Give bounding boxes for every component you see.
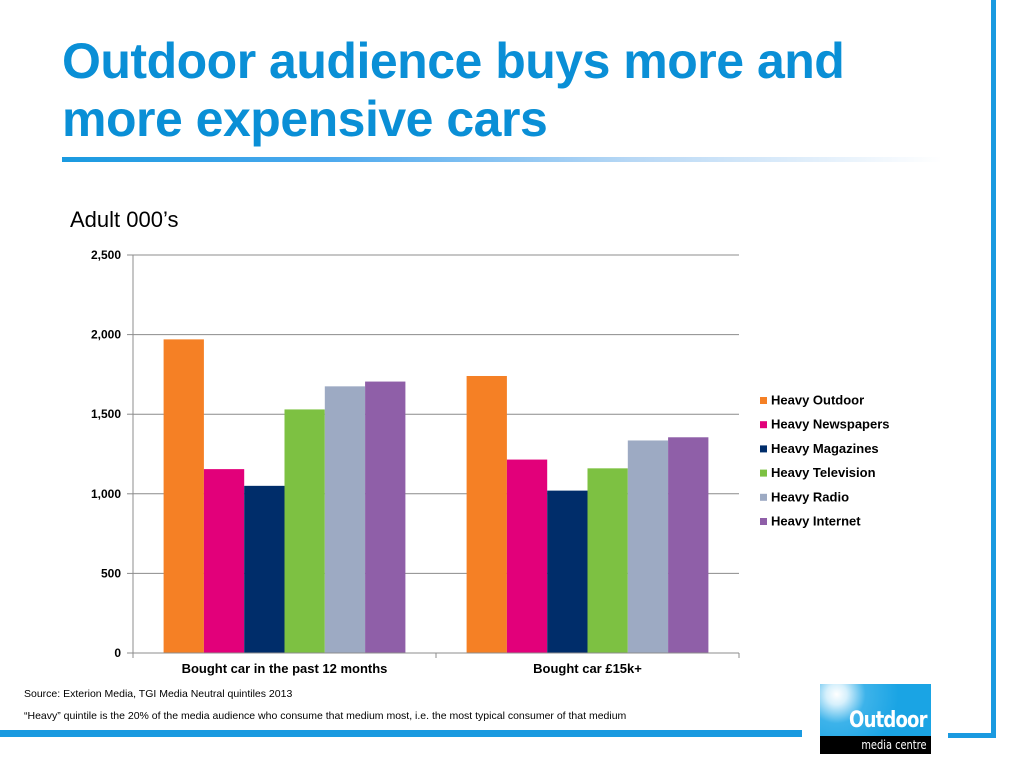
- outdoor-media-centre-logo: Outdoor media centre: [820, 684, 931, 754]
- y-tick-label: 2,500: [91, 248, 121, 262]
- legend-label: Heavy Radio: [771, 489, 849, 504]
- y-tick-label: 1,000: [91, 487, 121, 501]
- bar: [365, 381, 406, 653]
- frame-border-right: [991, 0, 996, 738]
- slide-title: Outdoor audience buys more and more expe…: [62, 33, 845, 147]
- legend-label: Heavy Television: [771, 465, 876, 480]
- legend-swatch: [760, 421, 767, 429]
- chart-bars: [163, 339, 709, 653]
- chart-legend: Heavy Outdoor Heavy Newspapers Heavy Magaz…: [760, 393, 890, 529]
- chart-unit-label: Adult 000’s: [70, 207, 179, 232]
- y-tick-label: 0: [114, 646, 121, 660]
- legend-label: Heavy Outdoor: [771, 393, 864, 408]
- y-tick-label: 2,000: [91, 328, 121, 342]
- bar: [284, 409, 325, 653]
- bar: [466, 375, 507, 653]
- bar: [324, 386, 366, 653]
- logo-subtitle: media centre: [861, 738, 927, 752]
- definition-note: “Heavy” quintile is the 20% of the media…: [24, 710, 627, 722]
- title-underline: [62, 157, 942, 162]
- y-tick-label: 1,500: [91, 407, 121, 421]
- legend-label: Heavy Newspapers: [771, 417, 890, 432]
- x-category-label: Bought car £15k+: [533, 661, 642, 676]
- bar: [587, 468, 628, 653]
- y-tick-label: 500: [101, 566, 121, 580]
- frame-border-bottom-right: [948, 733, 996, 738]
- legend-swatch: [760, 469, 767, 477]
- source-note: Source: Exterion Media, TGI Media Neutra…: [24, 688, 293, 700]
- bar: [163, 339, 204, 653]
- bar: [203, 469, 245, 653]
- bar: [547, 490, 588, 653]
- bar: [627, 440, 669, 653]
- frame-border-bottom: [0, 730, 802, 737]
- bar: [506, 459, 548, 653]
- logo-sun-panel: Outdoor: [820, 684, 931, 736]
- legend-label: Heavy Magazines: [771, 441, 879, 456]
- logo-sub-panel: media centre: [820, 736, 931, 754]
- legend-swatch: [760, 445, 767, 453]
- bar: [668, 437, 709, 653]
- logo-wordmark: Outdoor: [849, 708, 927, 733]
- x-category-label: Bought car in the past 12 months: [182, 661, 388, 676]
- legend-swatch: [760, 397, 767, 404]
- legend-label: Heavy Internet: [771, 514, 861, 529]
- legend-swatch: [760, 493, 767, 501]
- x-axis: Bought car in the past 12 months Bought c…: [132, 652, 740, 676]
- y-axis: 0 500 1,000 1,500 2,000 2,500: [91, 248, 134, 660]
- bar: [244, 485, 285, 653]
- legend-swatch: [760, 518, 767, 525]
